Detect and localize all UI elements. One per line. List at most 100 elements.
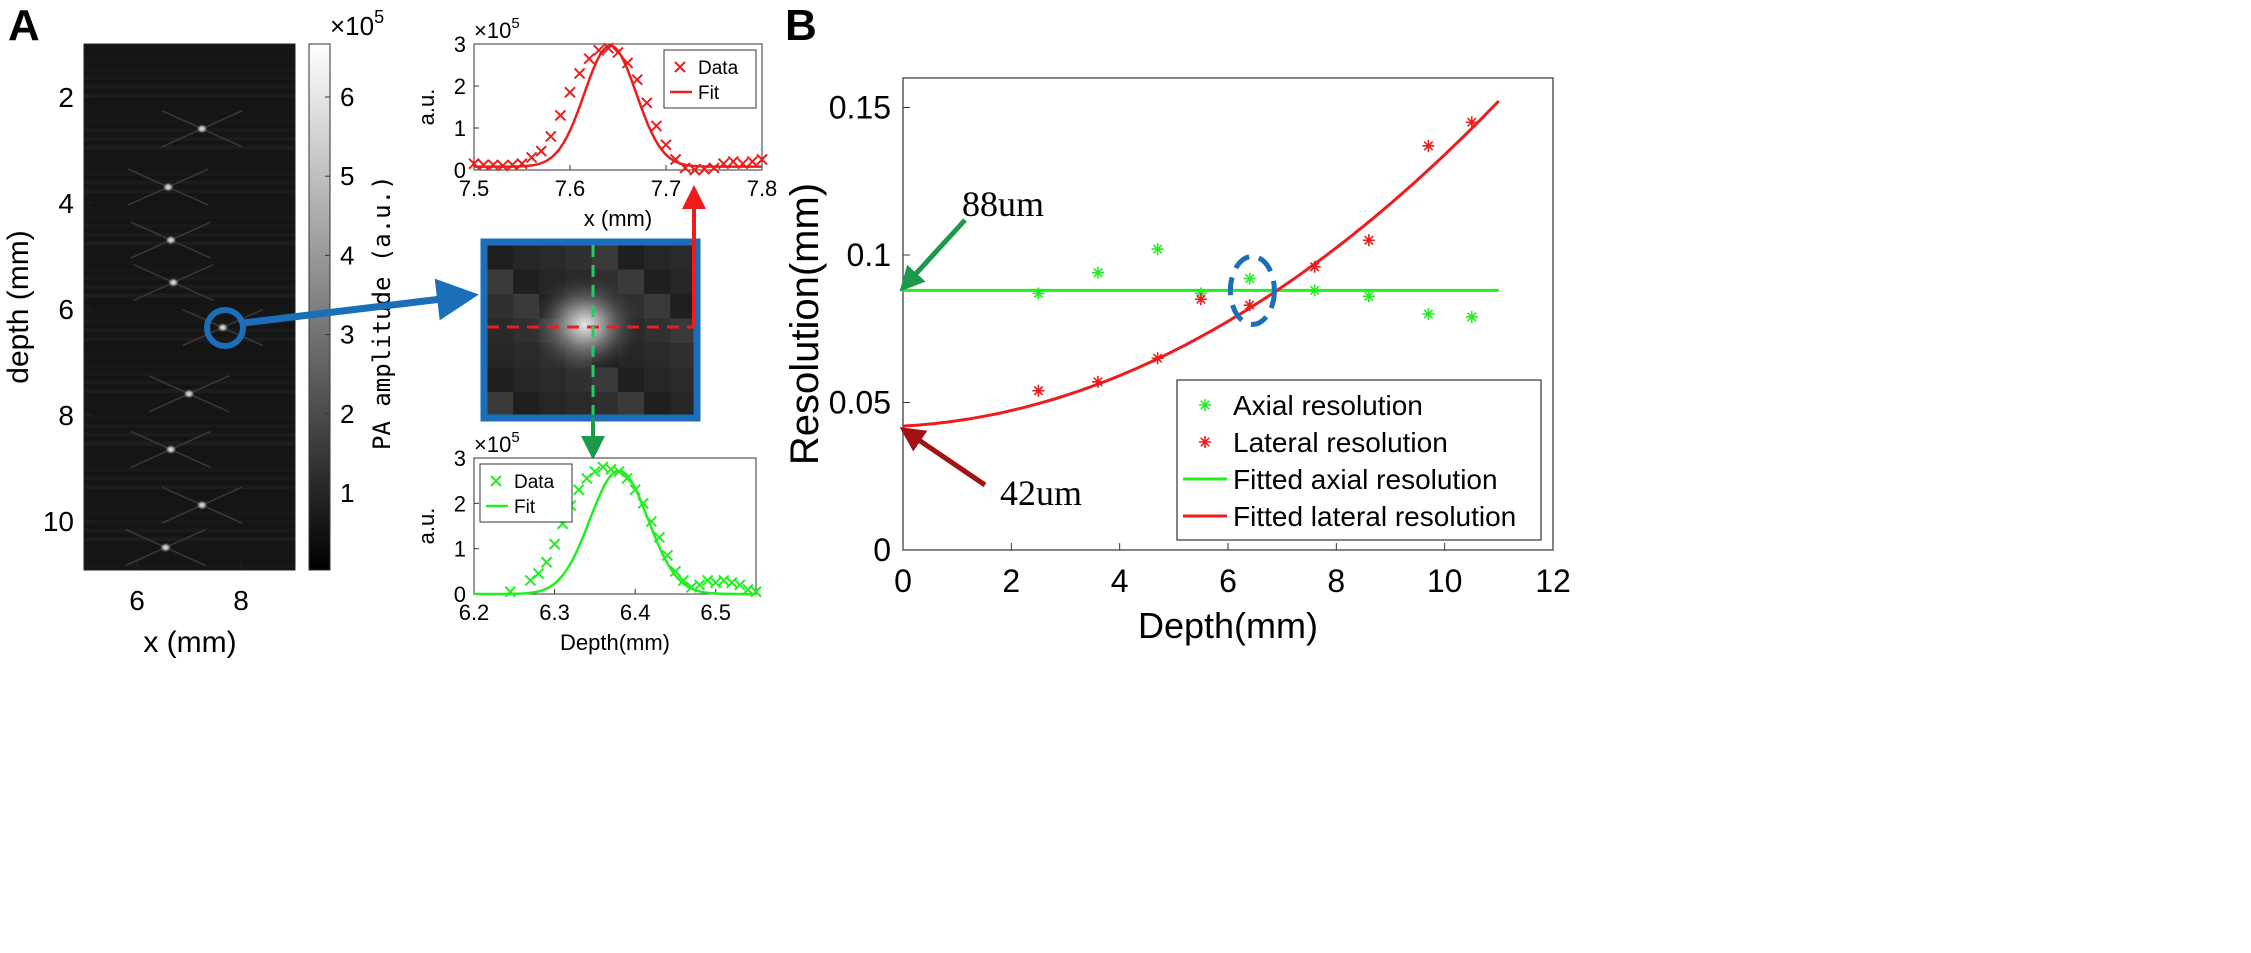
zoom-inset	[480, 238, 701, 422]
image-x-tick-label: 6	[129, 585, 145, 616]
data-marker	[605, 463, 617, 476]
panel-label-a: A	[8, 1, 40, 50]
x-tick-label: 6.2	[459, 600, 490, 625]
image-scanline	[84, 145, 295, 150]
image-scanline	[84, 119, 295, 124]
y-tick-label: 1	[454, 116, 466, 141]
image-scanline	[84, 232, 295, 237]
image-scanline	[84, 398, 295, 402]
data-marker	[602, 42, 615, 54]
point-targets	[125, 110, 264, 567]
zoom-pixel	[644, 343, 671, 368]
image-scanline	[84, 319, 295, 324]
image-scanline	[84, 58, 295, 63]
colorbar-exponent: ×105	[330, 7, 384, 41]
lateral-point	[1422, 139, 1435, 152]
point-target	[164, 235, 177, 246]
data-marker	[742, 583, 754, 596]
image-x-tick-label: 8	[233, 585, 249, 616]
legend-label: Lateral resolution	[1233, 427, 1448, 458]
data-marker	[589, 465, 601, 478]
y-tick-label: 2	[454, 491, 466, 516]
image-scanline	[84, 241, 295, 246]
image-scanline	[84, 267, 295, 272]
x-tick-label: 8	[1327, 563, 1345, 599]
point-target	[162, 182, 175, 193]
zoom-pixel	[591, 245, 618, 270]
y-axis-label: Resolution(mm)	[783, 183, 827, 465]
image-scanline	[84, 93, 295, 98]
image-scanline	[84, 110, 295, 115]
axial-point	[1032, 287, 1045, 300]
image-scanline	[84, 485, 295, 489]
image-scanline	[84, 206, 295, 211]
data-marker	[548, 538, 561, 550]
image-scanline	[84, 502, 295, 507]
data-marker	[661, 549, 674, 562]
zoom-pixel	[644, 318, 671, 343]
image-scanline	[84, 84, 295, 89]
y-tick-label: 0.05	[829, 385, 891, 421]
data-marker	[621, 472, 633, 485]
data-marker	[717, 157, 730, 170]
point-target	[183, 388, 195, 399]
y-axis-label: a.u.	[414, 89, 439, 126]
image-scanline	[84, 50, 295, 54]
axial-point	[1422, 308, 1435, 320]
data-marker	[597, 461, 609, 473]
image-scanline	[84, 493, 295, 498]
data-marker	[612, 46, 624, 59]
data-marker	[653, 531, 666, 544]
axial-point	[1092, 266, 1104, 279]
image-y-tick-label: 8	[58, 400, 74, 431]
legend-box	[663, 49, 757, 109]
image-scanline	[84, 415, 295, 420]
image-scanline	[84, 406, 295, 411]
image-scanline	[84, 163, 295, 168]
x-tick-label: 10	[1427, 563, 1463, 599]
image-scanline	[84, 432, 295, 437]
x-tick-label: 6.3	[539, 600, 570, 625]
legend-marker	[1199, 399, 1211, 411]
data-marker	[564, 86, 576, 99]
image-scanline	[84, 371, 295, 376]
y-tick-label: 0.15	[829, 90, 891, 126]
image-scanline	[84, 250, 295, 255]
y-tick-label: 0.1	[847, 237, 891, 273]
image-y-tick-label: 2	[58, 82, 74, 113]
zoom-pixel	[513, 367, 540, 392]
zoom-pixel	[565, 245, 592, 270]
data-marker	[468, 157, 480, 170]
y-tick-label: 2	[454, 74, 466, 99]
x-tick-label: 12	[1535, 563, 1571, 599]
zoom-pixel	[487, 343, 514, 368]
legend-label: Data	[698, 58, 739, 79]
colorbar-label: PA amplitude (a.u.)	[368, 175, 396, 450]
point-target	[159, 542, 172, 553]
x-tick-label: 6	[1219, 563, 1237, 599]
data-marker	[693, 579, 706, 591]
axial-annotation-arrow	[899, 218, 967, 292]
point-target	[216, 322, 229, 333]
x-tick-label: 2	[1002, 563, 1020, 599]
colorbar-gradient	[308, 43, 331, 571]
data-marker	[669, 153, 682, 166]
data-marker	[637, 497, 649, 510]
image-y-label: depth (mm)	[2, 230, 35, 383]
zoom-frame	[480, 238, 701, 422]
image-scanline	[84, 302, 295, 307]
x-axis-label: Depth(mm)	[1138, 605, 1318, 646]
image-scanline	[84, 128, 295, 133]
legend-label: Fit	[514, 497, 536, 518]
data-marker	[701, 574, 714, 587]
data-marker	[621, 57, 634, 69]
y-tick-label: 0	[454, 582, 466, 607]
resolution-plot: 0 2 4 6 8 10 12 0 0.05 0.1 0.15 Depth(mm) Resolution…	[783, 77, 1571, 646]
intersection-highlight	[1227, 253, 1277, 327]
data-marker	[535, 145, 547, 157]
data-marker	[708, 162, 720, 174]
data-marker	[477, 159, 490, 171]
legend-marker	[674, 61, 686, 73]
